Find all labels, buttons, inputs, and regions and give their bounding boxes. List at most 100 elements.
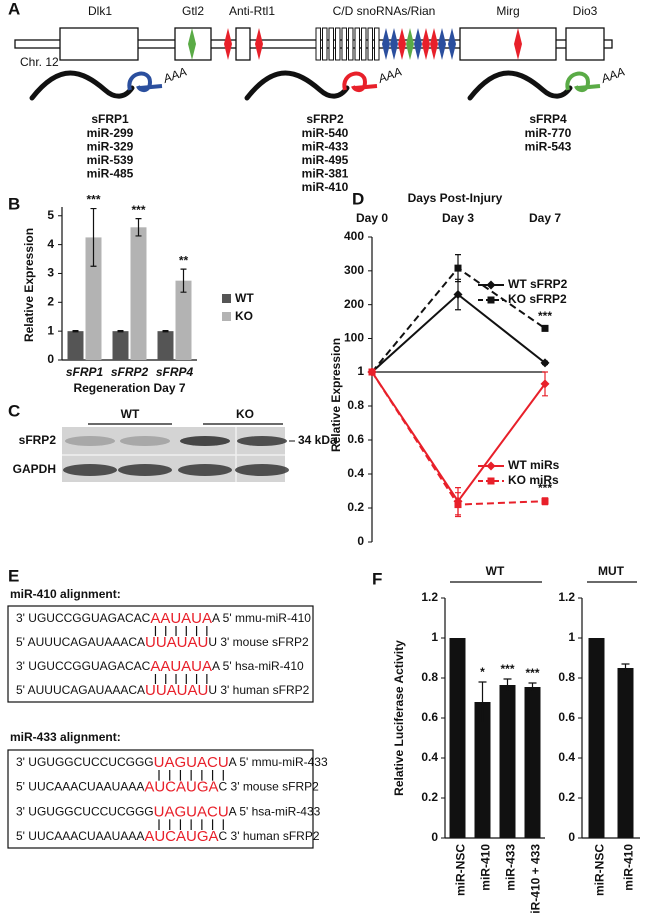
y-tick-label: 0 <box>431 830 438 844</box>
sequence-right: C 3' mouse sFRP2 <box>219 780 320 794</box>
sequence-right: U 3' human sFRP2 <box>208 683 309 697</box>
marker <box>368 368 376 376</box>
bar <box>175 280 192 360</box>
mirna-name: miR-770 <box>525 126 572 140</box>
legend-label: KO sFRP2 <box>508 292 567 306</box>
y-tick-label: 0.6 <box>558 710 575 724</box>
x-tick-label: miR-433 <box>504 844 518 891</box>
y-tick-label: 0.6 <box>347 432 364 446</box>
sequence-right: C 3' human sFRP2 <box>219 829 320 843</box>
error-bar <box>621 663 630 672</box>
legend-label: WT miRs <box>508 458 560 472</box>
snorna-box <box>361 27 367 61</box>
alignment-row: 3' UGUCCGGUAGACACAAUAUAA 5' mmu-miR-410 <box>16 610 311 627</box>
sequence-left: 5' AUUUCAGAUAAACA <box>16 683 145 697</box>
gene-box <box>59 27 139 61</box>
y-tick-label: 1 <box>357 364 364 378</box>
significance: * <box>480 665 485 679</box>
sequence-left: 5' UUCAAACUAAUAAA <box>16 780 144 794</box>
legend-label: KO miRs <box>508 473 559 487</box>
x-tick-label: miR-410 <box>622 844 636 891</box>
x-tick-label: Day 0 <box>356 211 388 225</box>
mirna-diamond <box>422 28 430 60</box>
x-tick-label: sFRP1 <box>66 365 104 379</box>
y-tick-label: 1 <box>431 630 438 644</box>
sequence-left: 3' UGUCCGGUAGACAC <box>16 611 151 625</box>
y-tick-label: 100 <box>344 331 364 345</box>
chromosome-label: Chr. 12 <box>20 55 59 69</box>
sequence-left: 5' UUCAAACUAAUAAA <box>16 829 144 843</box>
legend-marker <box>486 280 496 290</box>
error-bar <box>135 218 142 237</box>
row-label: GAPDH <box>13 462 56 476</box>
y-tick-label: 0.8 <box>558 670 575 684</box>
mirna-name: miR-410 <box>302 180 349 194</box>
sequence-left: 3' UGUGGCUCCUCGGG <box>16 755 154 769</box>
band <box>178 464 232 476</box>
y-tick-label: 0 <box>568 830 575 844</box>
legend-label: KO <box>235 309 253 323</box>
x-tick-label: miR-NSC <box>593 844 607 896</box>
snorna-box <box>374 27 380 61</box>
mirna-name: miR-543 <box>525 140 572 154</box>
polya-tail: AAA <box>160 64 188 86</box>
bar <box>157 331 174 360</box>
y-tick-label: 0.4 <box>558 750 575 764</box>
alignment-row: 5' AUUUCAGAUAAACAUUAUAUU 3' human sFRP2 <box>16 682 310 699</box>
legend-marker <box>487 477 495 485</box>
panel-label: C <box>8 401 20 420</box>
significance: *** <box>500 662 514 676</box>
snorna-box <box>335 27 341 61</box>
bar <box>588 638 605 838</box>
error-bar <box>162 329 169 333</box>
error-bar <box>90 207 97 267</box>
mirna-diamond <box>430 28 438 60</box>
sequence-match: UUAUAU <box>145 634 208 651</box>
band <box>65 436 115 446</box>
y-tick-label: 4 <box>47 237 54 251</box>
sequence-right: A 5' mmu-miR-433 <box>229 755 328 769</box>
bar <box>85 237 102 360</box>
y-tick-label: 5 <box>47 208 54 222</box>
legend-marker <box>487 296 495 304</box>
gene-box <box>565 27 605 61</box>
panel-header: MUT <box>598 564 625 578</box>
y-tick-label: 1 <box>568 630 575 644</box>
mirna-name: miR-495 <box>302 153 349 167</box>
target-name: sFRP4 <box>529 112 567 126</box>
mirna-name: miR-540 <box>302 126 349 140</box>
significance: *** <box>538 309 552 323</box>
sequence-match: UUAUAU <box>145 682 208 699</box>
alignment-row: 5' AUUUCAGAUAAACAUUAUAUU 3' mouse sFRP2 <box>16 634 309 651</box>
alignment-row: 5' UUCAAACUAAUAAAAUCAUGAC 3' human sFRP2 <box>16 828 320 845</box>
error-bar <box>72 329 79 333</box>
y-tick-label: 0.2 <box>558 790 575 804</box>
mirna-diamond <box>390 28 398 60</box>
sequence-match: AAUAUA <box>150 610 212 627</box>
y-tick-label: 0.2 <box>421 790 438 804</box>
alignment-row: 3' UGUCCGGUAGACACAAUAUAA 5' hsa-miR-410 <box>16 658 304 675</box>
marker <box>540 358 550 368</box>
snorna-box <box>315 27 321 61</box>
legend-label: WT sFRP2 <box>508 277 568 291</box>
gene-label: C/D snoRNAs/Rian <box>333 4 436 18</box>
y-tick-label: 3 <box>47 266 54 280</box>
mirna-diamond <box>406 28 414 60</box>
panel-label: E <box>8 566 19 585</box>
sequence-match: UAGUACU <box>154 754 229 771</box>
y-tick-label: 200 <box>344 297 364 311</box>
x-tick-label: sFRP2 <box>111 365 149 379</box>
sequence-match: AAUAUA <box>150 658 212 675</box>
gene-label: Gtl2 <box>182 4 204 18</box>
mirna-cluster <box>188 28 522 60</box>
target-name: sFRP2 <box>306 112 344 126</box>
target-name: sFRP1 <box>91 112 129 126</box>
panel-label: A <box>8 0 20 18</box>
y-tick-label: 0 <box>357 534 364 548</box>
mirna-loop <box>565 71 601 93</box>
mirna-diamond <box>382 28 390 60</box>
bar <box>617 668 634 838</box>
snorna-cluster <box>315 27 380 61</box>
y-axis-title: Relative Expression <box>22 228 36 342</box>
